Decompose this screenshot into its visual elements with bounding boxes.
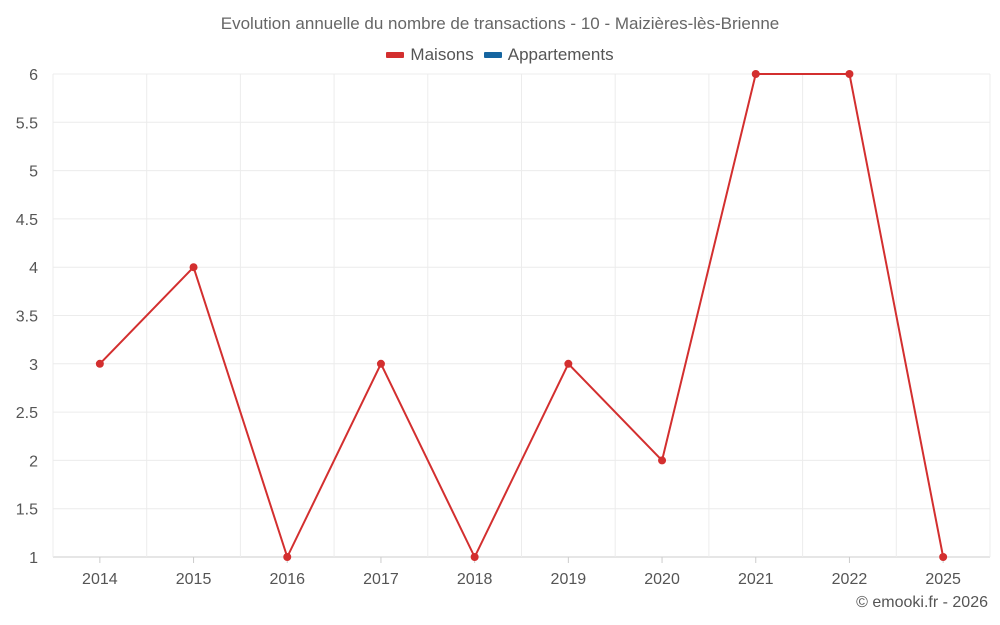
- grid-layer: [52, 73, 991, 558]
- legend-item-maisons[interactable]: Maisons: [386, 45, 474, 65]
- legend-swatch-appartements: [483, 52, 502, 58]
- data-point: [564, 359, 573, 368]
- series-line-maisons: [99, 73, 945, 558]
- y-tick-label: 4: [29, 260, 38, 277]
- legend-label-maisons: Maisons: [410, 45, 474, 64]
- y-tick-label: 2.5: [16, 405, 38, 422]
- data-point: [470, 553, 479, 561]
- data-point: [845, 70, 854, 78]
- legend-label-appartements: Appartements: [507, 45, 614, 64]
- data-point: [658, 456, 667, 465]
- x-tick-label: 2018: [457, 571, 493, 588]
- legend-item-appartements[interactable]: Appartements: [483, 45, 614, 65]
- x-tick-label: 2016: [269, 571, 305, 588]
- legend: Maisons Appartements: [0, 45, 1000, 65]
- series-layer: [95, 70, 948, 561]
- x-tick-label: 2019: [551, 571, 587, 588]
- y-tick-label: 5: [29, 164, 38, 181]
- data-point: [939, 553, 948, 561]
- y-tick-label: 3.5: [16, 309, 38, 326]
- data-point: [95, 359, 104, 368]
- y-tick-label: 2: [29, 453, 38, 470]
- x-tick-label: 2020: [644, 571, 680, 588]
- axis-layer: 1 1.5 2 2.5 3 3.5 4 4.5 5 5.5 6 2014 2015 2016 2017 201…: [16, 67, 961, 588]
- x-tick-label: 2021: [738, 571, 774, 588]
- x-tick-label: 2022: [832, 571, 868, 588]
- data-point: [751, 70, 760, 78]
- credit-text: © emooki.fr - 2026: [856, 594, 988, 611]
- x-tick-label: 2015: [176, 571, 212, 588]
- x-tick-label: 2025: [925, 571, 961, 588]
- data-point: [376, 359, 385, 368]
- x-tick-label: 2014: [82, 571, 118, 588]
- y-tick-label: 3: [29, 357, 38, 374]
- y-tick-label: 4.5: [16, 212, 38, 229]
- chart-title: Evolution annuelle du nombre de transact…: [220, 14, 780, 33]
- y-tick-label: 1: [29, 550, 38, 567]
- y-tick-label: 5.5: [16, 115, 38, 132]
- data-point: [189, 263, 198, 272]
- y-tick-label: 1.5: [16, 502, 38, 519]
- legend-swatch-maisons: [386, 52, 405, 58]
- x-tick-label: 2017: [363, 571, 399, 588]
- data-point: [283, 553, 292, 561]
- y-tick-label: 6: [29, 67, 38, 84]
